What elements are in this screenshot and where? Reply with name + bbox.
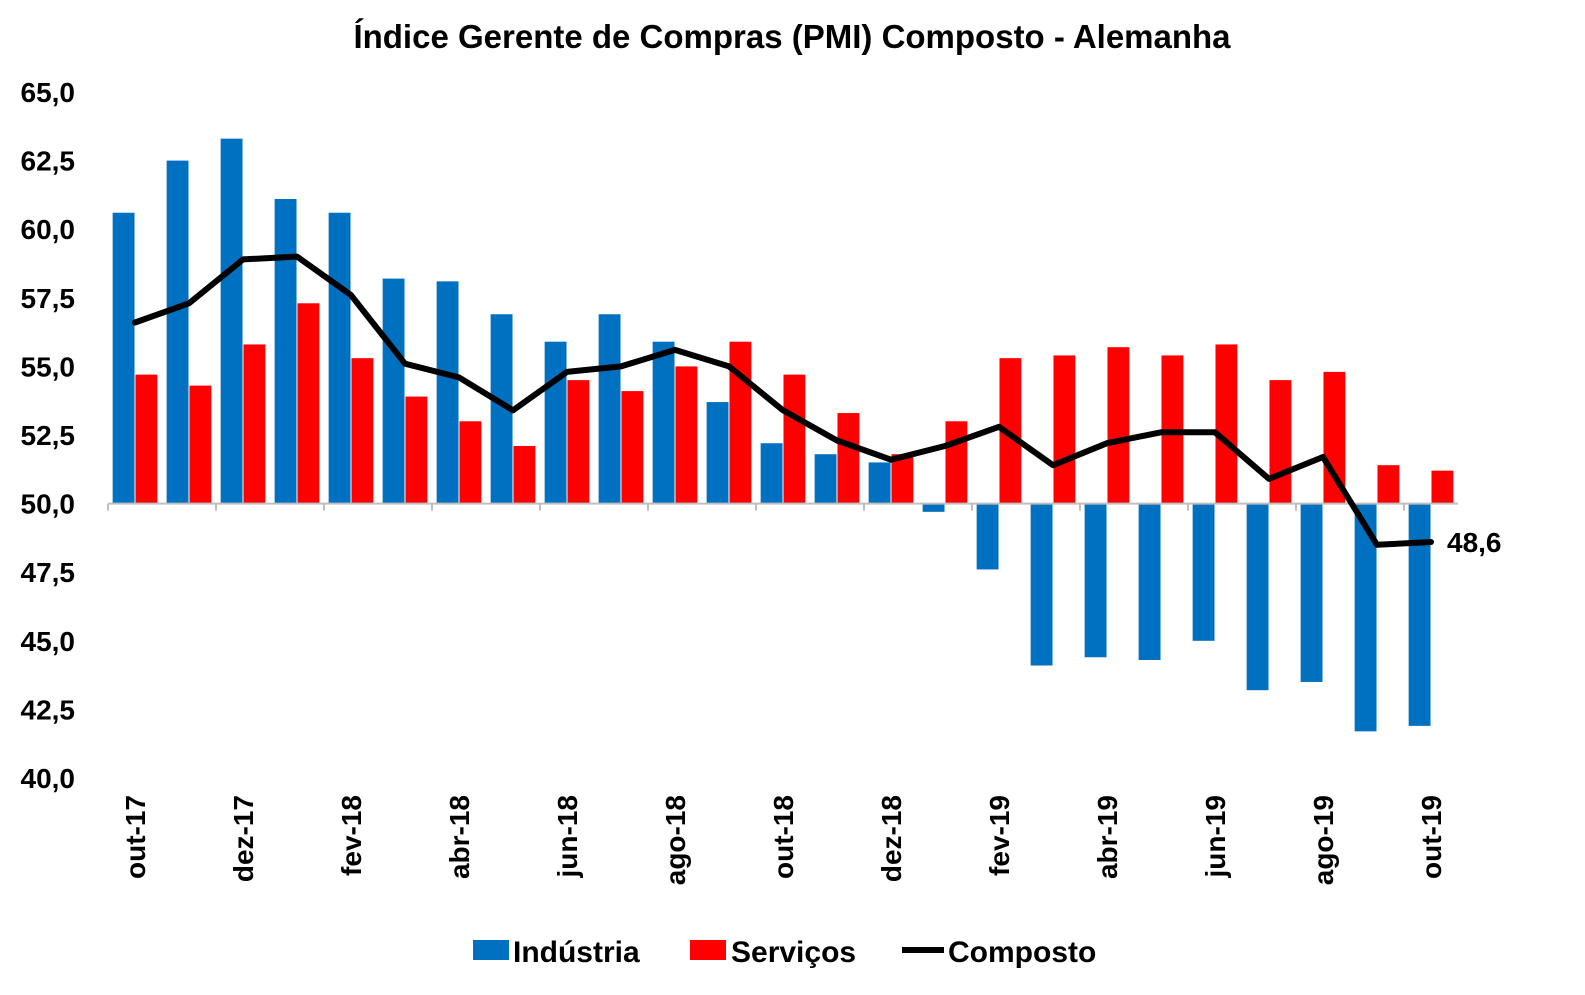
bar-industria xyxy=(220,138,243,504)
y-tick-label: 50,0 xyxy=(21,489,76,520)
bar-servicos xyxy=(945,421,968,504)
bar-industria xyxy=(814,454,837,504)
x-tick-label: abr-19 xyxy=(1092,795,1123,879)
legend-swatch-industria xyxy=(473,940,509,960)
bar-industria xyxy=(1084,503,1107,658)
bar-servicos xyxy=(675,366,698,504)
y-tick-label: 60,0 xyxy=(21,214,76,245)
y-tick-label: 47,5 xyxy=(21,557,76,588)
bar-servicos xyxy=(243,344,266,504)
legend-label-servicos: Serviços xyxy=(731,936,856,969)
bar-servicos xyxy=(513,445,536,504)
bar-industria xyxy=(1030,503,1053,666)
bar-industria xyxy=(328,212,351,504)
bar-servicos xyxy=(567,380,590,504)
bar-servicos xyxy=(405,396,428,504)
y-tick-label: 52,5 xyxy=(21,420,76,451)
y-tick-label: 65,0 xyxy=(21,77,76,108)
bar-industria xyxy=(166,160,189,504)
bar-industria xyxy=(490,314,513,504)
bar-industria xyxy=(382,278,405,504)
y-tick-label: 42,5 xyxy=(21,694,76,725)
bar-servicos xyxy=(351,358,374,504)
bar-servicos xyxy=(1215,344,1238,504)
bar-servicos xyxy=(1377,465,1400,504)
bar-industria xyxy=(598,314,621,504)
bar-servicos xyxy=(189,385,212,504)
bar-servicos xyxy=(837,413,860,504)
bar-industria xyxy=(922,503,945,512)
bar-servicos xyxy=(891,454,914,504)
y-axis-labels: 40,0 42,5 45,0 47,5 50,0 52,5 55,0 57,5 60,0 62,5… xyxy=(21,77,76,794)
y-tick-label: 40,0 xyxy=(21,763,76,794)
legend-swatch-servicos xyxy=(690,940,726,960)
bar-industria xyxy=(274,199,297,504)
bar-industria xyxy=(760,443,783,504)
bar-industria xyxy=(868,462,891,504)
last-value-annotation: 48,6 xyxy=(1447,527,1502,558)
x-axis-ticks xyxy=(107,503,1405,511)
bar-servicos xyxy=(621,391,644,504)
bar-industria xyxy=(1192,503,1215,641)
y-tick-label: 55,0 xyxy=(21,351,76,382)
x-tick-label: out-19 xyxy=(1416,795,1447,879)
bar-industria xyxy=(1408,503,1431,726)
bar-servicos xyxy=(1431,470,1454,504)
x-tick-label: out-18 xyxy=(768,795,799,879)
bar-servicos xyxy=(135,374,158,504)
bar-industria xyxy=(112,212,135,504)
bars-layer xyxy=(112,138,1454,732)
bar-industria xyxy=(1246,503,1269,691)
bar-industria xyxy=(706,402,729,504)
bar-industria xyxy=(544,341,567,504)
x-tick-label: jun-18 xyxy=(552,795,583,878)
x-tick-label: ago-19 xyxy=(1308,795,1339,885)
bar-industria xyxy=(976,503,999,570)
x-tick-label: fev-19 xyxy=(984,795,1015,876)
y-tick-label: 57,5 xyxy=(21,283,76,314)
x-tick-label: dez-18 xyxy=(876,795,907,882)
bar-servicos xyxy=(783,374,806,504)
x-tick-label: fev-18 xyxy=(336,795,367,876)
y-tick-label: 62,5 xyxy=(21,146,76,177)
bar-servicos xyxy=(1107,347,1130,504)
x-tick-label: dez-17 xyxy=(228,795,259,882)
legend-label-composto: Composto xyxy=(948,936,1096,969)
bar-servicos xyxy=(297,303,320,504)
x-axis-labels: out-17 dez-17 fev-18 abr-18 jun-18 ago-18 out-… xyxy=(120,795,1447,885)
bar-servicos xyxy=(459,421,482,504)
bar-industria xyxy=(1138,503,1161,661)
legend: Indústria Serviços Composto xyxy=(473,936,1096,969)
bar-industria xyxy=(1300,503,1323,682)
bar-industria xyxy=(652,341,675,504)
bar-industria xyxy=(1354,503,1377,732)
bar-servicos xyxy=(1053,355,1076,504)
x-tick-label: ago-18 xyxy=(660,795,691,885)
bar-industria xyxy=(436,281,459,504)
x-tick-label: jun-19 xyxy=(1200,795,1231,878)
y-tick-label: 45,0 xyxy=(21,626,76,657)
composto-line xyxy=(132,253,1434,548)
x-tick-label: abr-18 xyxy=(444,795,475,879)
chart-title: Índice Gerente de Compras (PMI) Composto… xyxy=(353,18,1231,55)
legend-label-industria: Indústria xyxy=(513,936,640,969)
x-tick-label: out-17 xyxy=(120,795,151,879)
bar-servicos xyxy=(1269,380,1292,504)
bar-servicos xyxy=(999,358,1022,504)
